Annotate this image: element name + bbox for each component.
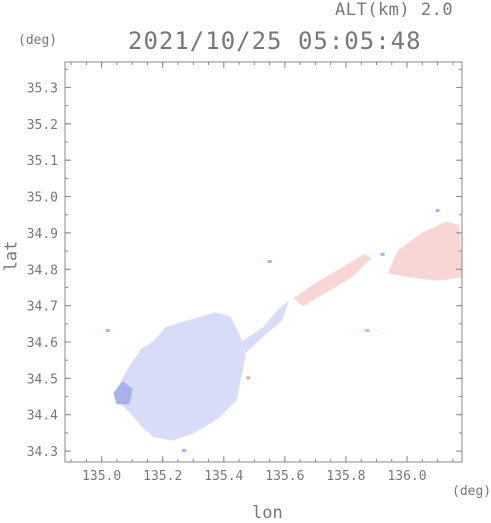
echo-region-osaka-bay-core [113, 381, 133, 405]
echo-speckle [105, 329, 110, 333]
y-ticks: 34.3 34.4 34.5 34.6 34.7 34.8 34.9 35.0 35.1 35.2… [27, 68, 462, 460]
x-tick-label: 136.0 [387, 469, 426, 484]
y-tick-label: 34.7 [27, 300, 58, 315]
x-tick-label: 135.8 [326, 469, 365, 484]
echo-speckle [435, 209, 440, 213]
x-tick-label: 135.6 [265, 469, 304, 484]
echo-region-connecting-band [241, 300, 289, 354]
x-ticks: 135.0 135.2 135.4 135.6 135.8 136.0 [70, 62, 454, 484]
x-tick-label: 135.0 [82, 469, 121, 484]
y-tick-label: 34.9 [27, 227, 58, 242]
echo-speckle [365, 329, 370, 333]
x-unit-label: (deg) [452, 484, 491, 499]
echo-region-osaka-bay-echo [116, 312, 246, 441]
y-tick-label: 34.6 [27, 336, 58, 351]
echo-region-east-edge-echo [388, 221, 463, 281]
echo-region-northeast-band [293, 254, 372, 307]
x-axis-label: lon [252, 503, 283, 523]
x-tick-label: 135.2 [143, 469, 182, 484]
y-tick-label: 35.2 [27, 118, 58, 133]
echo-layer [105, 209, 463, 453]
y-tick-label: 34.5 [27, 372, 58, 387]
altitude-label: ALT(km) 2.0 [335, 0, 454, 20]
echo-speckle [246, 376, 251, 380]
y-tick-label: 35.0 [27, 191, 58, 206]
timestamp-title: 2021/10/25 05:05:48 [128, 27, 422, 55]
y-tick-label: 34.4 [27, 409, 58, 424]
y-unit-label: (deg) [18, 33, 58, 48]
echo-speckle [380, 252, 385, 256]
plot-frame [64, 61, 463, 463]
y-tick-label: 34.3 [27, 445, 58, 460]
y-tick-label: 34.8 [27, 263, 58, 278]
echo-speckle [182, 449, 187, 453]
x-tick-label: 135.4 [204, 469, 243, 484]
y-tick-label: 35.1 [27, 154, 58, 169]
echo-speckle [267, 260, 272, 263]
y-tick-label: 35.3 [27, 81, 58, 96]
